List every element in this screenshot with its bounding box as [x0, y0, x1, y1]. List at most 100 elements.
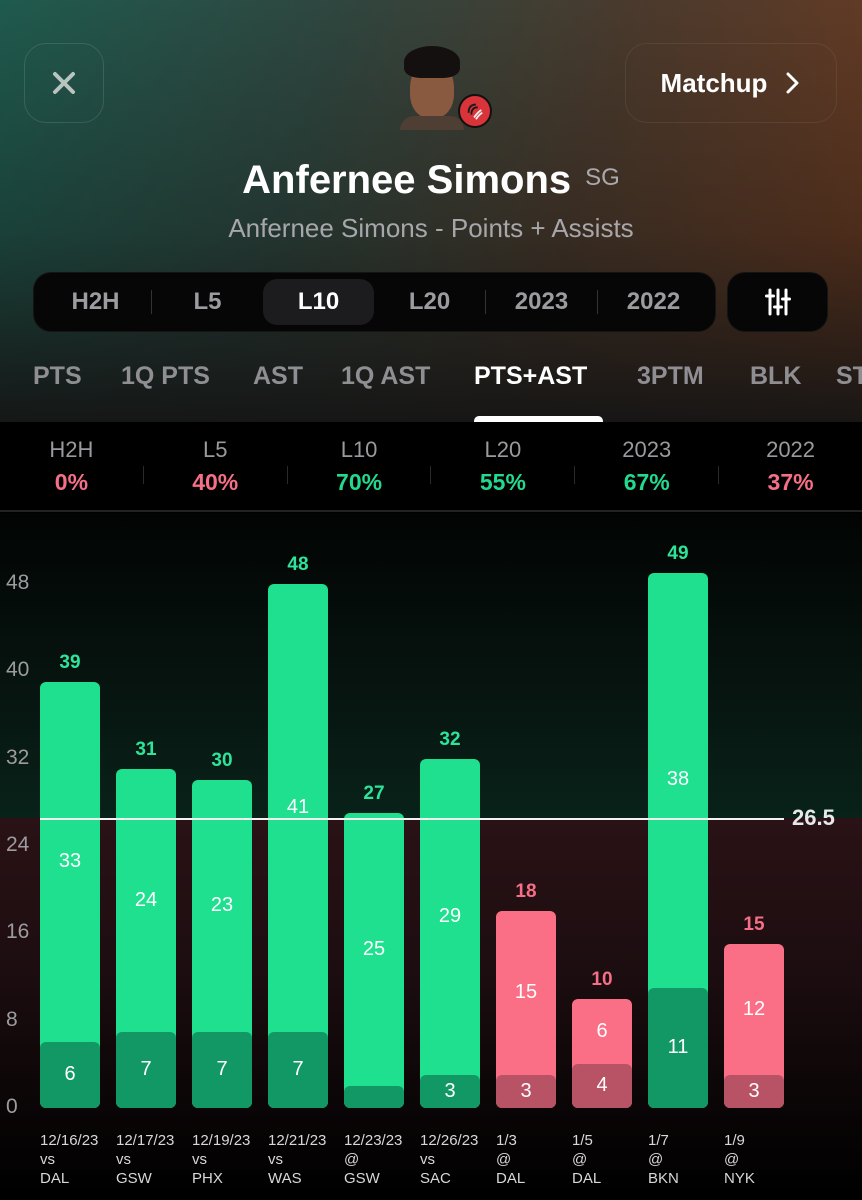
hit-rate-value: 67% [623, 468, 670, 495]
assists-segment: 3 [420, 1075, 480, 1108]
range-l20[interactable]: L20 [408, 288, 451, 315]
hit-rate-label: L10 [340, 436, 378, 462]
game-log-bar-chart: 0 8 16 24 32 40 48 33 6 39 12/16/23 vs DAL 24 7 31 12/17… [0, 513, 862, 1200]
tab-blk[interactable]: BLK [750, 362, 802, 390]
bar-total-value: 18 [515, 881, 537, 903]
assists-value: 3 [748, 1079, 760, 1102]
assists-value: 11 [667, 1035, 689, 1058]
tab-ast[interactable]: AST [253, 362, 303, 390]
bar-total-value: 39 [59, 652, 81, 674]
tab-pts[interactable]: PTS [33, 362, 82, 390]
game-loc: vs [192, 1151, 207, 1168]
hit-rate-l5: L5 40% [144, 437, 287, 496]
tab-3ptm[interactable]: 3PTM [637, 362, 704, 390]
bar-total-value: 32 [439, 728, 461, 750]
player-header: Matchup Anfernee Simons SG Anfernee Simon… [0, 0, 862, 422]
hit-rate-2022: 2022 37% [719, 437, 862, 496]
x-axis-game-label: 1/7 @ BKN [648, 1131, 722, 1188]
assists-value: 7 [140, 1057, 152, 1080]
matchup-button[interactable]: Matchup [625, 43, 837, 123]
tab-1q-pts[interactable]: 1Q PTS [121, 362, 210, 390]
assists-segment: 11 [648, 987, 708, 1108]
assists-value: 3 [520, 1079, 532, 1102]
filter-settings-button[interactable] [727, 272, 828, 332]
range-2022[interactable]: 2022 [626, 288, 681, 315]
close-button[interactable] [24, 43, 104, 123]
hit-rate-label: 2023 [622, 436, 672, 462]
game-date: 1/5 [572, 1132, 593, 1149]
game-opp: DAL [496, 1170, 526, 1187]
game-opp: DAL [572, 1170, 602, 1187]
divider [597, 290, 598, 314]
assists-segment: 7 [116, 1031, 176, 1108]
close-icon [53, 72, 75, 94]
game-date: 1/9 [724, 1132, 745, 1149]
player-name: Anfernee Simons SG [0, 158, 862, 203]
sliders-icon [764, 288, 791, 316]
y-axis-tick: 24 [6, 832, 30, 856]
assists-segment: 3 [724, 1075, 784, 1108]
range-l5[interactable]: L5 [193, 288, 222, 315]
team-logo-icon [458, 94, 492, 128]
hit-rate-value: 55% [479, 468, 526, 495]
matchup-label: Matchup [660, 67, 768, 98]
hit-rate-value: 70% [336, 468, 383, 495]
game-bar[interactable]: 41 7 [268, 583, 328, 1108]
points-value: 24 [134, 888, 158, 911]
game-opp: PHX [192, 1170, 223, 1187]
game-bar[interactable]: 24 7 [116, 769, 176, 1108]
game-opp: WAS [268, 1170, 302, 1187]
bar-total-value: 30 [211, 750, 233, 772]
assists-segment: 3 [496, 1075, 556, 1108]
game-loc: vs [116, 1151, 131, 1168]
tab-stl[interactable]: ST [836, 362, 862, 390]
hit-rate-value: 37% [767, 468, 814, 495]
game-loc: @ [648, 1151, 664, 1168]
prop-line-value: 26.5 [792, 804, 835, 830]
game-bar[interactable]: 12 3 [724, 944, 784, 1108]
tab-pts-ast[interactable]: PTS+AST [474, 362, 588, 390]
x-axis-game-label: 12/21/23 vs WAS [268, 1131, 342, 1188]
tab-1q-ast[interactable]: 1Q AST [341, 362, 431, 390]
divider [151, 290, 152, 314]
range-l10[interactable]: L10 [263, 279, 374, 325]
game-bar[interactable]: 25 [344, 813, 404, 1108]
game-date: 1/3 [496, 1132, 517, 1149]
player-avatar [398, 40, 492, 136]
game-bar[interactable]: 15 3 [496, 911, 556, 1108]
range-h2h[interactable]: H2H [71, 288, 120, 315]
assists-value: 4 [596, 1074, 608, 1097]
hit-rate-l20: L20 55% [431, 437, 574, 496]
range-filter-bar: H2H L5 L10 L20 2023 2022 [33, 272, 716, 332]
y-axis-tick: 48 [6, 570, 30, 594]
game-bar[interactable]: 33 6 [40, 682, 100, 1108]
game-loc: vs [420, 1151, 435, 1168]
assists-segment [344, 1086, 404, 1108]
game-opp: NYK [724, 1170, 755, 1187]
game-opp: BKN [648, 1170, 679, 1187]
game-opp: GSW [344, 1170, 380, 1187]
hit-rate-value: 0% [54, 468, 89, 495]
assists-segment: 6 [40, 1042, 100, 1108]
range-2023[interactable]: 2023 [514, 288, 569, 315]
divider [142, 466, 144, 484]
y-axis-tick: 16 [6, 920, 30, 944]
bar-total-value: 31 [135, 739, 157, 761]
divider [430, 466, 432, 484]
assists-value: 7 [216, 1057, 228, 1080]
game-bar[interactable]: 23 7 [192, 780, 252, 1108]
game-bar[interactable]: 38 11 [648, 572, 708, 1108]
divider [718, 466, 720, 484]
assists-segment: 7 [268, 1031, 328, 1108]
bar-total-value: 27 [363, 783, 385, 805]
active-tab-indicator [474, 416, 603, 424]
market-subtitle: Anfernee Simons - Points + Assists [228, 213, 634, 243]
points-value: 6 [596, 1019, 608, 1042]
chevron-right-icon [786, 72, 799, 94]
bar-total-value: 49 [667, 542, 689, 564]
game-bar[interactable]: 29 3 [420, 758, 480, 1108]
assists-value: 3 [444, 1079, 456, 1102]
y-axis-tick: 40 [6, 658, 30, 682]
assists-segment: 7 [192, 1031, 252, 1108]
